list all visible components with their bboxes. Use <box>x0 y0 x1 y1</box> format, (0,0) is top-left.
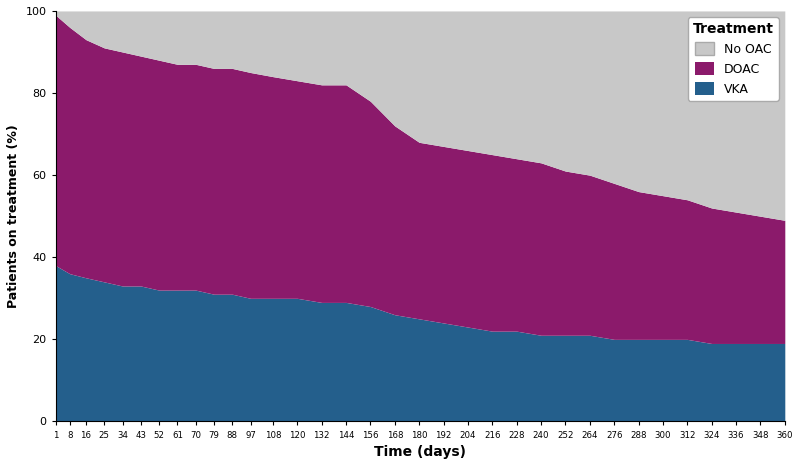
Legend: No OAC, DOAC, VKA: No OAC, DOAC, VKA <box>687 17 778 101</box>
Y-axis label: Patients on treatment (%): Patients on treatment (%) <box>7 124 20 308</box>
X-axis label: Time (days): Time (days) <box>374 445 466 459</box>
